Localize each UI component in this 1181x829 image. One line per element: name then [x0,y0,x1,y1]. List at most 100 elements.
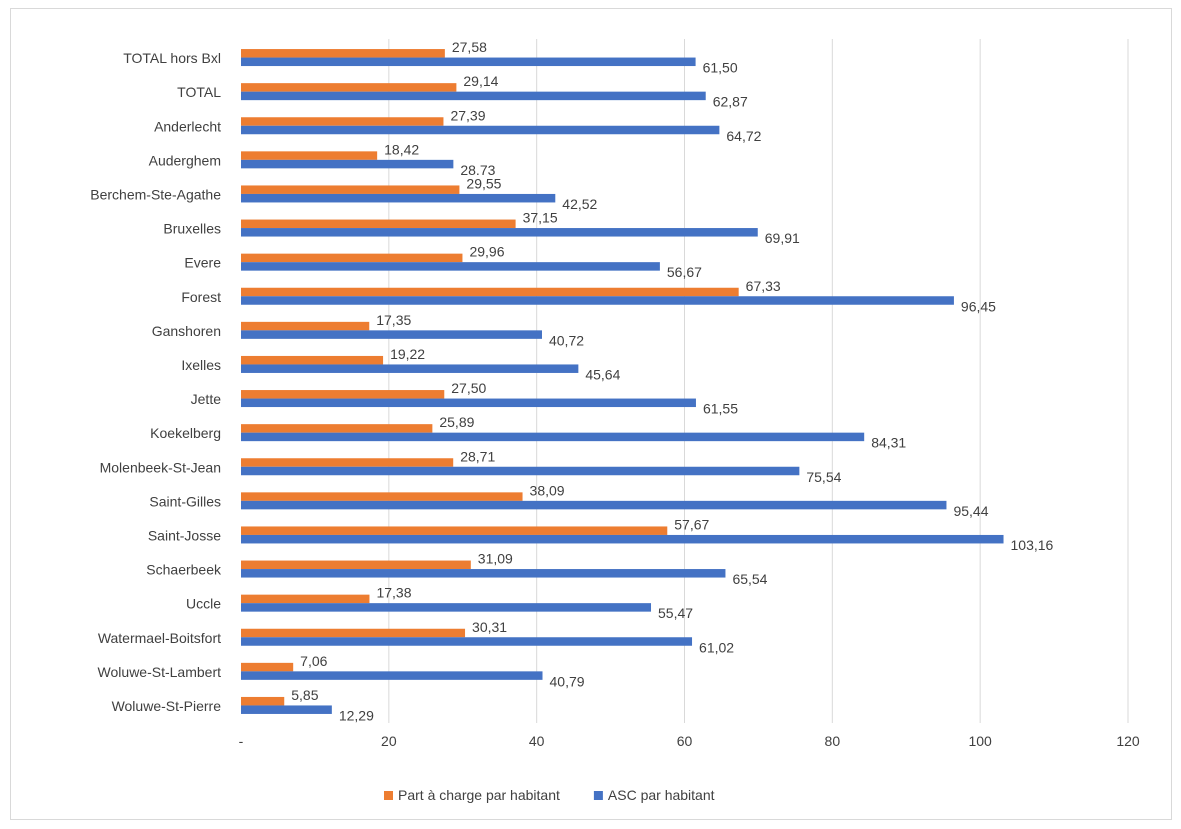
category-labels: TOTAL hors Bxl TOTAL Anderlecht Auderghem Be… [90,50,222,714]
data-label: 25,89 [439,414,474,430]
category-label: Koekelberg [150,425,221,441]
x-axis-tick-labels: - 20 40 60 80 100 120 [239,733,1140,749]
category-label: Jette [191,391,222,407]
legend-label: ASC par habitant [608,787,715,803]
bar [241,466,800,476]
bar [241,458,454,467]
data-label: 69,91 [765,230,800,246]
bar [241,500,947,510]
bar [241,185,460,194]
bar [241,228,758,237]
bar [241,125,720,135]
bar [241,219,516,229]
bar [241,253,463,263]
category-label: Berchem-Ste-Agathe [90,186,221,202]
data-label: 61,50 [703,60,738,76]
data-label: 103,16 [1011,537,1054,553]
bar [241,569,726,578]
data-label: 29,55 [466,175,501,191]
bar [241,398,696,408]
category-label: TOTAL hors Bxl [123,50,221,66]
data-labels: 27,58 61,50 29,14 62,87 27,39 64,72 18,42 28.73… [291,39,1053,723]
bar [241,364,579,373]
category-label: Evere [184,255,221,271]
data-label: 28.73 [460,162,495,178]
data-label: 27,58 [452,39,487,55]
data-label: 17,35 [376,312,411,328]
data-label: 64,72 [726,128,761,144]
bar [241,151,378,160]
x-tick-label: 60 [677,733,693,749]
bar [241,390,445,399]
data-label: 40,79 [550,673,585,689]
category-label: Woluwe-St-Lambert [98,664,222,680]
data-label: 62,87 [713,94,748,110]
chart-frame [10,8,1172,820]
data-label: 28,71 [460,448,495,464]
bar [241,594,370,604]
bar [241,671,543,680]
data-label: 38,09 [530,482,565,498]
data-label: 67,33 [746,278,781,294]
data-label: 65,54 [732,571,767,587]
legend-label: Part à charge par habitant [398,787,560,803]
legend: Part à charge par habitant ASC par habita… [384,787,715,803]
bar [241,57,696,67]
data-label: 17,38 [376,585,411,601]
x-tick-label: 120 [1116,733,1140,749]
bar [241,355,384,365]
bar [241,637,693,646]
data-label: 75,54 [806,469,841,485]
data-label: 61,55 [703,401,738,417]
x-tick-label: 20 [381,733,397,749]
category-label: Ixelles [181,357,221,373]
bar [241,628,466,638]
category-label: Saint-Gilles [149,493,221,509]
x-tick-label: 100 [968,733,992,749]
data-label: 40,72 [549,332,584,348]
data-label: 42,52 [562,196,597,212]
bar [241,534,1004,544]
category-label: Bruxelles [163,221,221,237]
data-label: 31,09 [478,551,513,567]
category-label: Anderlecht [154,118,221,134]
category-label: Molenbeek-St-Jean [100,459,221,475]
data-label: 5,85 [291,687,318,703]
data-label: 29,96 [469,244,504,260]
data-label: 55,47 [658,605,693,621]
bar [241,705,332,714]
bar [241,492,523,501]
bar [241,287,739,297]
category-label: Saint-Josse [148,527,221,543]
bar [241,159,454,169]
bar [241,83,457,92]
bar [241,49,445,58]
bar [241,262,660,271]
bar [241,330,542,339]
data-label: 96,45 [961,298,996,314]
category-label: Uccle [186,596,221,612]
category-label: TOTAL [177,84,221,100]
category-label: Forest [181,289,221,305]
data-label: 27,50 [451,380,486,396]
data-label: 57,67 [674,516,709,532]
bar [241,91,706,101]
bar [241,432,865,442]
bar [241,117,444,126]
bar [241,424,433,433]
data-label: 30,31 [472,619,507,635]
data-label: 19,22 [390,346,425,362]
data-label: 61,02 [699,639,734,655]
bar [241,603,652,612]
bar [241,296,954,305]
data-label: 12,29 [339,707,374,723]
category-label: Ganshoren [152,323,221,339]
bars [241,49,1004,714]
bar [241,193,556,203]
legend-swatch [384,791,393,800]
data-label: 56,67 [667,264,702,280]
data-label: 27,39 [450,107,485,123]
bar [241,560,471,570]
data-label: 95,44 [953,503,988,519]
